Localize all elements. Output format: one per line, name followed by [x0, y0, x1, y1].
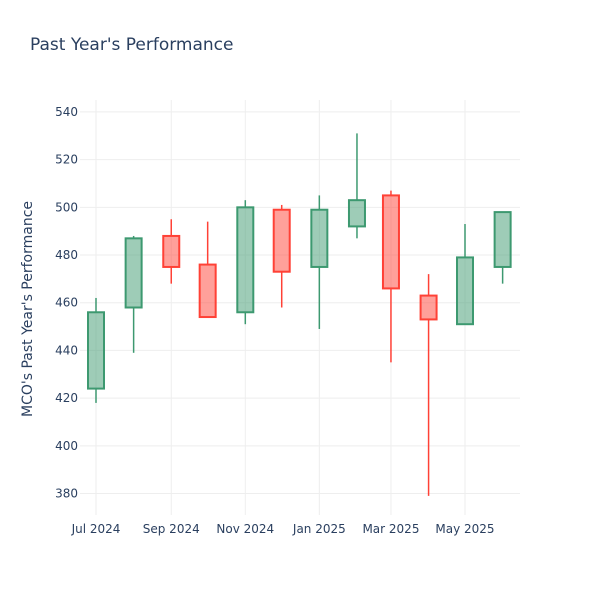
candle-body [198, 263, 217, 319]
x-tick-label: May 2025 [435, 522, 494, 536]
candle-layer [87, 133, 512, 496]
candle [87, 297, 105, 403]
candle-body [236, 206, 255, 314]
candle-body [347, 199, 366, 228]
x-axis-ticks: Jul 2024 Sep 2024 Nov 2024 Jan 2025 Mar 2025… [71, 522, 495, 536]
candle [124, 235, 143, 353]
y-tick-label: 460 [55, 296, 78, 310]
chart-title: Past Year's Performance [30, 35, 234, 55]
y-tick-label: 500 [55, 200, 78, 214]
x-tick-label: Mar 2025 [362, 522, 419, 536]
candle-body [272, 208, 291, 273]
candle-body [419, 294, 438, 321]
candle-body [87, 311, 105, 390]
candle-body [124, 237, 143, 309]
candle-body [456, 256, 474, 326]
candle-body [381, 194, 400, 290]
y-tick-label: 420 [55, 391, 78, 405]
y-tick-label: 520 [55, 153, 78, 167]
candle [493, 211, 512, 284]
y-axis-ticks: 380 400 420 440 460 480 500 520 540 [55, 105, 78, 501]
candle-body [493, 211, 512, 268]
x-tick-label: Jan 2025 [292, 522, 346, 536]
candle [236, 200, 255, 325]
grid-layer [80, 100, 520, 515]
candle [272, 204, 291, 308]
candle-body [310, 208, 329, 268]
candle [162, 219, 181, 284]
candle [310, 195, 329, 329]
y-tick-label: 540 [55, 105, 78, 119]
y-tick-label: 400 [55, 439, 78, 453]
y-tick-label: 480 [55, 248, 78, 262]
y-axis-title: MCO's Past Year's Performance [20, 201, 36, 417]
x-tick-label: Jul 2024 [71, 522, 121, 536]
candle [347, 133, 366, 239]
candle [456, 224, 474, 326]
candle-body [162, 234, 181, 268]
x-tick-label: Nov 2024 [216, 522, 274, 536]
candle [419, 274, 438, 496]
x-tick-label: Sep 2024 [143, 522, 200, 536]
candle [381, 190, 400, 363]
y-tick-label: 380 [55, 487, 78, 501]
candle [198, 221, 217, 319]
y-tick-label: 440 [55, 343, 78, 357]
